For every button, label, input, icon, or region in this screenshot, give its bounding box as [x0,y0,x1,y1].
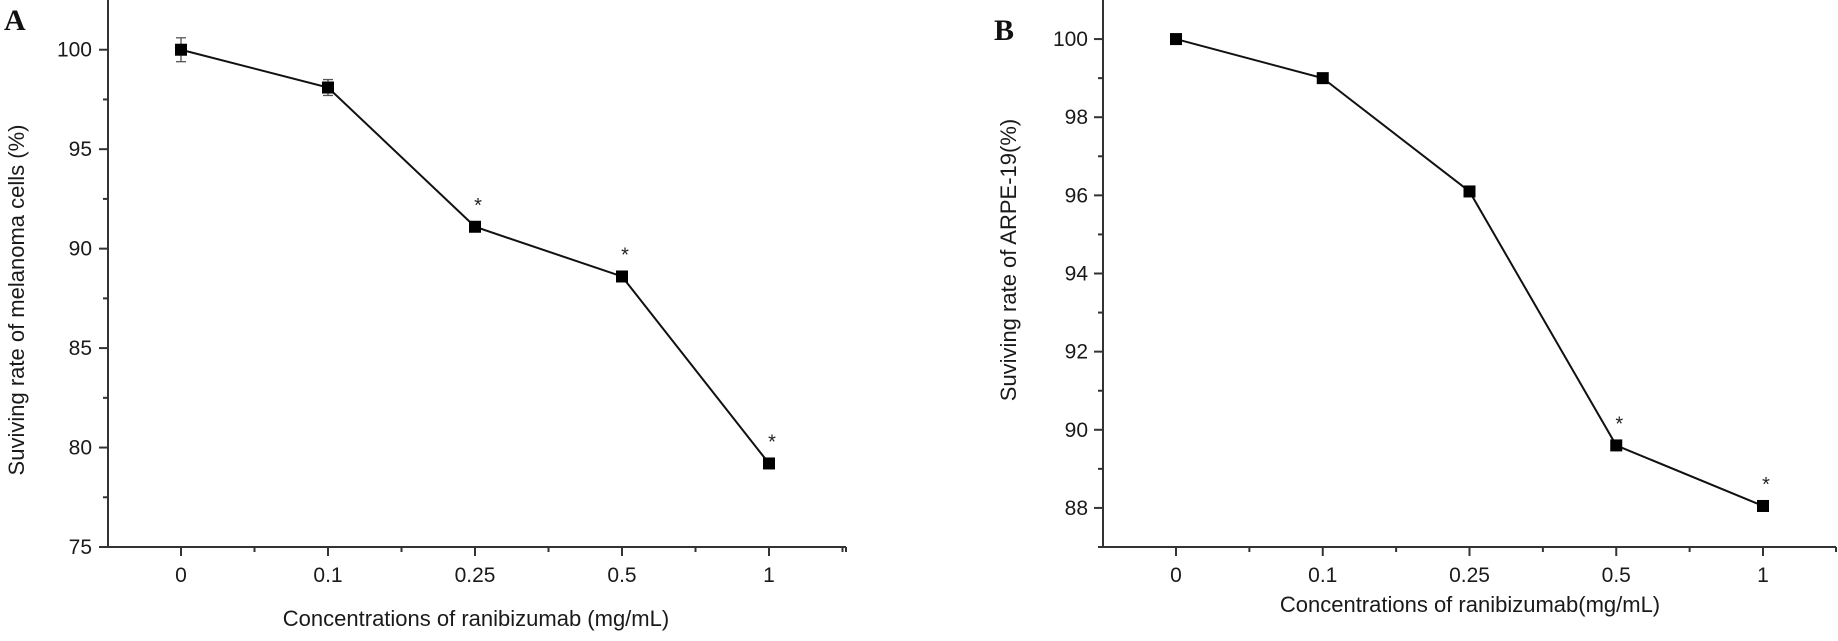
data-point-a [763,457,775,470]
data-point-a [469,220,481,233]
data-point-a [175,43,187,56]
x-tick-label-b: 0.5 [1602,564,1631,587]
data-point-a [322,81,334,94]
data-point-b [1463,185,1476,198]
y-tick-label-a: 100 [57,39,92,62]
y-tick-label-a: 95 [69,138,92,161]
chart-panel-a: A Suviving rate of melanoma cells (%) Co… [4,0,847,631]
x-tick-label-b: 0 [1170,564,1182,587]
x-tick-label-a: 0.25 [455,564,496,587]
panel-label-b: B [994,14,1014,47]
x-axis-title-a: Concentrations of ranibizumab (mg/mL) [283,606,669,631]
data-point-b [1316,72,1329,85]
data-point-b [1610,439,1623,452]
data-point-a [616,270,628,283]
significance-marker-a: * [621,244,629,266]
y-tick-label-b: 88 [1065,497,1088,520]
x-tick-label-b: 0.25 [1449,564,1490,587]
x-tick-label-a: 0.1 [313,564,342,587]
significance-marker-b: * [1615,413,1623,435]
x-tick-label-a: 0.5 [607,564,636,587]
x-axis-title-b: Concentrations of ranibizumab(mg/mL) [1280,592,1660,617]
y-tick-label-b: 96 [1065,184,1088,207]
y-tick-label-b: 94 [1065,263,1089,286]
y-tick-label-b: 100 [1053,28,1088,51]
y-tick-label-a: 75 [69,536,92,559]
series-line-a [180,48,770,465]
chart-panel-b: B Suviving rate of ARPE-19(%) Concentrat… [994,0,1837,617]
x-tick-label-a: 0 [175,564,187,587]
series-line-b [1175,38,1764,507]
y-tick-label-b: 90 [1065,419,1088,442]
significance-marker-b: * [1762,474,1770,496]
x-tick-label-a: 1 [763,564,775,587]
y-tick-label-a: 80 [69,437,92,460]
y-tick-label-a: 90 [69,238,92,261]
y-axis-title-b: Suviving rate of ARPE-19(%) [996,119,1021,401]
data-point-b [1170,33,1182,46]
y-axis-title-a: Suviving rate of melanoma cells (%) [4,125,29,476]
x-tick-label-b: 0.1 [1308,564,1337,587]
data-point-b [1757,499,1769,512]
significance-marker-a: * [768,431,776,453]
panel-label-a: A [4,4,26,37]
y-tick-label-b: 92 [1065,341,1088,364]
y-tick-label-a: 85 [69,337,92,360]
significance-marker-a: * [474,195,482,217]
x-tick-label-b: 1 [1757,564,1769,587]
y-tick-label-b: 98 [1065,106,1088,129]
